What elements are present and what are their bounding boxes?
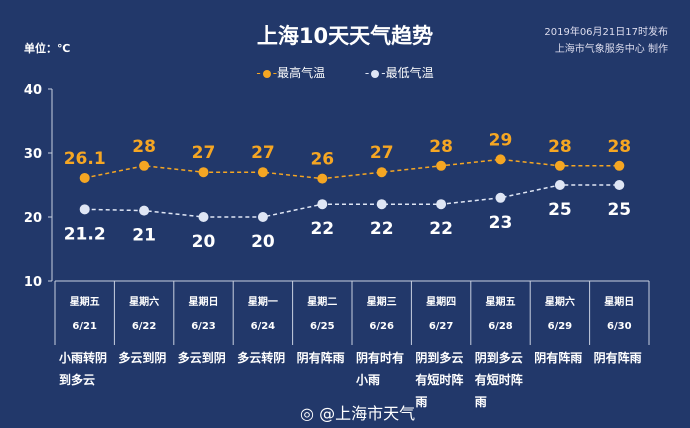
data-point-high [317, 173, 328, 184]
date-label: 6/26 [369, 321, 394, 332]
data-point-low [198, 212, 209, 222]
data-point-low [79, 204, 90, 215]
data-point-high [614, 160, 625, 171]
weather-description: 阴有时有小雨 [356, 351, 405, 387]
data-label-low: 20 [192, 232, 216, 252]
weekday-label: 星期四 [426, 297, 457, 308]
weather-description: 小雨转阴到多云 [59, 351, 108, 387]
weekday-label: 星期日 [604, 297, 635, 308]
data-point-low [257, 212, 268, 222]
date-label: 6/22 [131, 321, 157, 332]
date-label: 6/29 [547, 321, 573, 332]
data-label-low: 21.2 [64, 224, 106, 244]
series-line-low [84, 184, 620, 218]
publish-time: 2019年06月21日17时发布 [544, 27, 668, 38]
legend-high: - -最高气温 [256, 66, 326, 80]
data-label-high: 28 [607, 137, 631, 157]
data-label-low: 25 [607, 200, 631, 220]
date-label: 6/23 [191, 321, 216, 332]
y-tick-label: 30 [24, 147, 42, 162]
data-point-high [436, 160, 447, 171]
data-point-low [376, 199, 387, 210]
data-label-low: 22 [310, 219, 334, 239]
data-label-low: 21 [132, 226, 156, 246]
data-point-low [436, 199, 447, 210]
weather-description: 阴到多云有短时阵雨 [415, 351, 464, 409]
unit-label: 单位：℃ [24, 42, 71, 55]
publish-info: 2019年06月21日17时发布 上海市气象服务中心 制作 [544, 24, 668, 58]
weather-description: 多云到阴 [118, 351, 167, 365]
weather-description: 多云到阴 [177, 351, 226, 365]
weibo-icon: ◎ [300, 404, 314, 423]
series-line-high [84, 158, 620, 180]
data-point-low [554, 180, 565, 190]
data-label-low: 20 [251, 232, 275, 252]
data-point-high [554, 160, 565, 171]
legend-high-label: 最高气温 [277, 66, 326, 80]
y-tick-label: 40 [24, 83, 42, 98]
data-point-high [139, 160, 150, 171]
date-label: 6/25 [310, 321, 335, 332]
data-point-high [198, 167, 209, 178]
legend: - -最高气温 - -最低气温 [0, 64, 690, 81]
weekday-label: 星期五 [485, 297, 516, 308]
legend-low-marker [371, 69, 380, 78]
weather-description: 阴有阵雨 [296, 351, 345, 365]
date-label: 6/27 [428, 321, 454, 332]
weather-description: 多云转阴 [237, 351, 286, 365]
data-label-low: 23 [489, 213, 513, 233]
weekday-label: 星期五 [69, 297, 100, 308]
legend-high-marker [262, 69, 271, 78]
data-point-high [257, 167, 268, 178]
date-label: 6/30 [607, 321, 632, 332]
weekday-label: 星期六 [544, 297, 575, 308]
producer: 上海市气象服务中心 制作 [554, 44, 668, 55]
weekday-label: 星期三 [366, 297, 397, 308]
weather-description: 阴有阵雨 [593, 351, 642, 365]
data-label-high: 26.1 [64, 149, 106, 169]
data-label-high: 29 [489, 130, 513, 150]
weather-description: 阴有阵雨 [534, 351, 583, 365]
date-label: 6/21 [72, 321, 97, 332]
y-tick-label: 20 [24, 211, 42, 226]
data-label-low: 25 [548, 200, 572, 220]
legend-low-label: 最低气温 [385, 66, 434, 80]
weather-description: 阴到多云有短时阵雨 [474, 351, 523, 409]
data-label-high: 27 [251, 143, 275, 163]
data-label-high: 27 [192, 143, 216, 163]
data-point-low [614, 180, 625, 190]
data-label-low: 22 [429, 219, 453, 239]
data-label-high: 27 [370, 143, 394, 163]
data-label-low: 22 [370, 219, 394, 239]
data-label-high: 28 [429, 137, 453, 157]
data-point-high [376, 167, 387, 178]
y-tick-label: 10 [24, 275, 42, 290]
weekday-label: 星期一 [247, 297, 278, 308]
legend-low: - -最低气温 [364, 66, 434, 80]
weekday-label: 星期日 [188, 297, 219, 308]
data-point-high [79, 172, 90, 183]
date-label: 6/28 [488, 321, 513, 332]
chart-title: 上海10天天气趋势 [256, 24, 434, 48]
data-point-low [495, 192, 506, 203]
weekday-label: 星期二 [307, 297, 338, 308]
data-label-high: 28 [548, 137, 572, 157]
weekday-label: 星期六 [129, 297, 160, 308]
date-label: 6/24 [250, 321, 276, 332]
data-point-low [139, 205, 150, 216]
data-label-high: 28 [132, 137, 156, 157]
watermark: ◎ @上海市天气 [300, 404, 416, 423]
data-point-high [495, 154, 506, 165]
data-point-low [317, 199, 328, 210]
data-label-high: 26 [310, 150, 334, 170]
